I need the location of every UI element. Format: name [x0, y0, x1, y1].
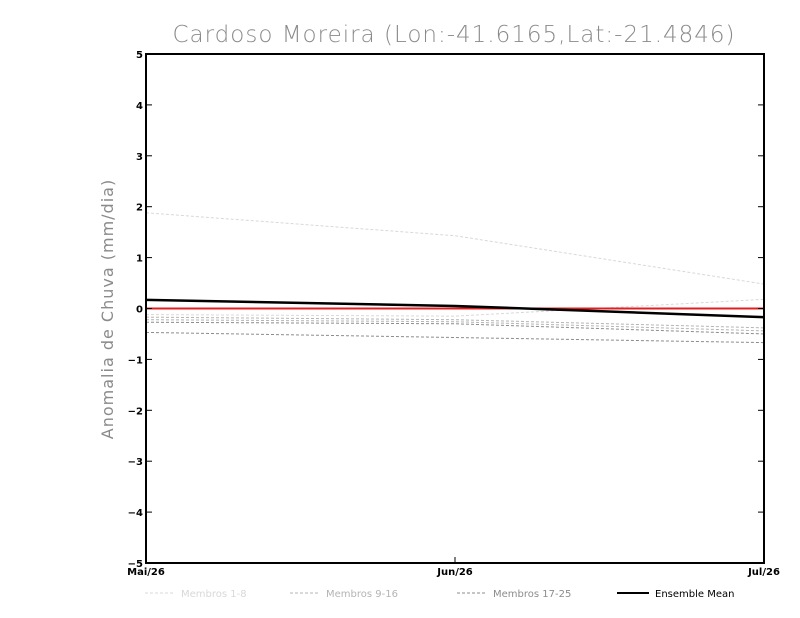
member-line-6: [145, 331, 765, 344]
member-line-3: [145, 316, 765, 329]
x-tick-label: Jun/26: [436, 567, 473, 578]
y-tick-label: −2: [128, 406, 143, 417]
legend-label-3: Membros 17-25: [493, 589, 571, 600]
x-tick-label: Mai/26: [127, 567, 165, 578]
y-tick-label: 0: [136, 305, 143, 316]
ensemble-mean-line: [145, 298, 765, 319]
legend-label-2: Membros 9-16: [326, 589, 398, 600]
y-tick-label: 2: [136, 203, 143, 214]
x-tick-label: Jul/26: [747, 567, 780, 578]
y-tick-label: −1: [128, 355, 143, 366]
y-tick-label: −3: [128, 457, 143, 468]
legend: Membros 1-8 Membros 9-16 Membros 17-25 Ense…: [145, 589, 734, 600]
member-line-2: [145, 298, 765, 317]
y-tick-label: 1: [136, 254, 143, 265]
y-tick-label: 5: [136, 50, 143, 61]
legend-label-1: Membros 1-8: [181, 589, 247, 600]
y-tick-label: 3: [136, 152, 143, 163]
y-tick-label: −5: [128, 559, 143, 570]
member-line-5: [145, 321, 765, 335]
legend-label-4: Ensemble Mean: [655, 589, 734, 600]
y-tick-label: −4: [128, 508, 143, 519]
member-line-1: [145, 212, 765, 285]
y-axis-label: Anomalia de Chuva (mm/dia): [98, 179, 117, 439]
y-tick-label: 4: [136, 101, 143, 112]
chart-title: Cardoso Moreira (Lon:-41.6165,Lat:-21.48…: [172, 22, 735, 48]
member-line-4: [145, 319, 765, 332]
